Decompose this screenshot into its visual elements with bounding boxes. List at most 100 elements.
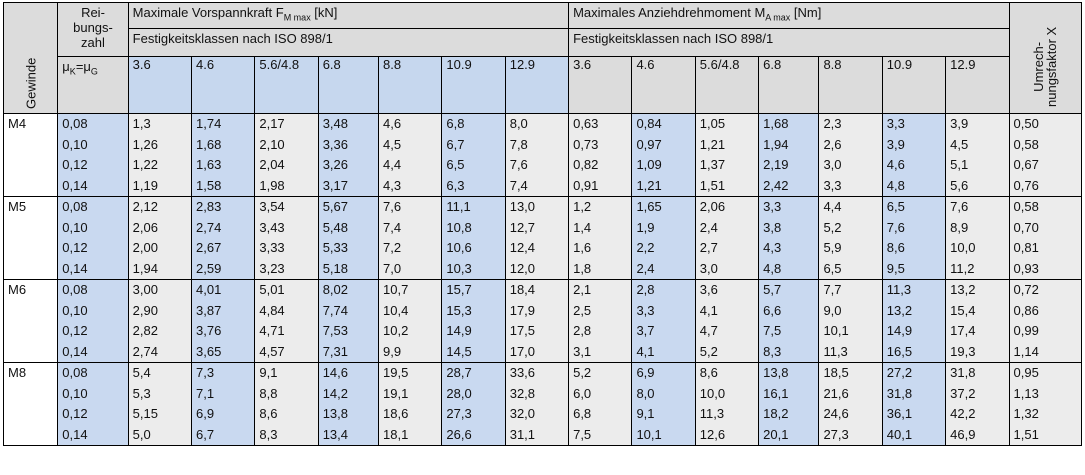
cell-value: 2,4 bbox=[636, 260, 655, 276]
cell-value: 5,2 bbox=[699, 343, 718, 359]
cell-value: 16,5 bbox=[886, 343, 913, 359]
force-values: 2,17 2,10 2,04 1,98 bbox=[254, 113, 319, 197]
friction-values: 0,08 0,10 0,12 0,14 bbox=[57, 279, 129, 363]
cell-value: 7,74 bbox=[322, 302, 349, 318]
cell-value: 0,08 bbox=[62, 282, 88, 297]
thread-size: M6 bbox=[2, 279, 59, 363]
cell-value: 10,7 bbox=[383, 282, 409, 297]
cell-value: 1,3 bbox=[132, 116, 151, 131]
torque-class-0: 3.6 bbox=[568, 56, 633, 114]
force-class-3: 6.8 bbox=[317, 56, 380, 114]
cell-value: 0,10 bbox=[62, 136, 88, 152]
cell-value: 7,6 bbox=[950, 199, 969, 214]
torque-values: 13,8 16,1 18,2 20,1 bbox=[758, 362, 820, 446]
cell-value: 0,10 bbox=[62, 302, 88, 318]
force-values: 4,01 3,87 3,76 3,65 bbox=[191, 279, 256, 363]
cell-value: 1,21 bbox=[636, 177, 662, 193]
cell-value: 17,5 bbox=[509, 323, 536, 338]
cell-value: 4,57 bbox=[259, 343, 285, 359]
cell-value: 15,7 bbox=[446, 282, 472, 297]
cell-value: 3,3 bbox=[823, 177, 842, 193]
header-umrechnungsfaktor-label: Umrech- nungsfaktor X bbox=[1031, 26, 1060, 107]
cell-value: 1,14 bbox=[1013, 343, 1039, 359]
cell-value: 1,19 bbox=[132, 177, 158, 193]
cell-value: 10,4 bbox=[383, 302, 409, 318]
torque-values: 3,6 4,1 4,7 5,2 bbox=[694, 279, 760, 363]
cell-value: 12,7 bbox=[509, 219, 536, 235]
table-row: M6 0,08 0,10 0,12 0,14 3,00 2,90 2,82 2,74 4,01 3,… bbox=[2, 279, 1083, 363]
cell-value: 3,9 bbox=[950, 116, 969, 131]
cell-value: 4,84 bbox=[259, 302, 285, 318]
cell-value: 8,6 bbox=[886, 240, 905, 255]
cell-value: 21,6 bbox=[823, 385, 849, 401]
cell-value: 10,2 bbox=[383, 323, 409, 338]
cell-value: 6,7 bbox=[446, 136, 465, 152]
cell-value: 7,5 bbox=[763, 323, 782, 338]
torque-class-1: 4.6 bbox=[631, 56, 696, 114]
cell-value: 3,8 bbox=[763, 219, 782, 235]
force-values: 11,1 10,8 10,6 10,3 bbox=[441, 196, 506, 280]
cell-value: 1,2 bbox=[573, 199, 592, 214]
cell-value: 3,26 bbox=[322, 157, 349, 172]
cell-value: 14,6 bbox=[322, 365, 349, 380]
torque-class-3: 6.8 bbox=[758, 56, 820, 114]
cell-value: 0,12 bbox=[62, 240, 88, 255]
cell-value: 33,6 bbox=[509, 365, 536, 380]
header-festigkeit-right: Festigkeitsklassen nach ISO 898/1 bbox=[568, 28, 1010, 57]
cell-value: 19,5 bbox=[383, 365, 409, 380]
cell-value: 17,9 bbox=[509, 302, 536, 318]
header-umrechnungsfaktor: Umrech- nungsfaktor X bbox=[1008, 2, 1083, 114]
cell-value: 0,97 bbox=[636, 136, 662, 152]
cell-value: 13,0 bbox=[509, 199, 536, 214]
cell-value: 10,3 bbox=[446, 260, 472, 276]
cell-value: 40,1 bbox=[886, 426, 913, 442]
force-class-6: 12.9 bbox=[504, 56, 570, 114]
cell-value: 0,70 bbox=[1013, 219, 1039, 235]
cell-value: 2,10 bbox=[259, 136, 285, 152]
cell-value: 2,42 bbox=[763, 177, 789, 193]
cell-value: 26,6 bbox=[446, 426, 472, 442]
cell-value: 42,2 bbox=[950, 406, 976, 421]
cell-value: 4,1 bbox=[699, 302, 718, 318]
cell-value: 1,74 bbox=[196, 116, 222, 131]
cell-value: 13,4 bbox=[322, 426, 349, 442]
torque-class-2: 5.6/4.8 bbox=[694, 56, 760, 114]
cell-value: 7,2 bbox=[383, 240, 402, 255]
cell-value: 6,0 bbox=[573, 385, 592, 401]
cell-value: 14,9 bbox=[886, 323, 913, 338]
cell-value: 2,90 bbox=[132, 302, 158, 318]
cell-value: 3,36 bbox=[322, 136, 349, 152]
cell-value: 7,7 bbox=[823, 282, 842, 297]
cell-value: 9,9 bbox=[383, 343, 402, 359]
cell-value: 7,4 bbox=[509, 177, 528, 193]
cell-value: 4,3 bbox=[383, 177, 402, 193]
cell-value: 13,8 bbox=[322, 406, 349, 421]
cell-value: 9,0 bbox=[823, 302, 842, 318]
anziehdrehmoment-unit: [Nm] bbox=[790, 5, 822, 20]
cell-value: 46,9 bbox=[950, 426, 976, 442]
cell-value: 6,5 bbox=[446, 157, 465, 172]
cell-value: 3,65 bbox=[196, 343, 222, 359]
anziehdrehmoment-sub: A max bbox=[765, 12, 791, 23]
torque-class-5: 10.9 bbox=[881, 56, 947, 114]
cell-value: 1,22 bbox=[132, 157, 158, 172]
cell-value: 6,6 bbox=[763, 302, 782, 318]
cell-value: 5,6 bbox=[950, 177, 969, 193]
force-values: 1,3 1,26 1,22 1,19 bbox=[127, 113, 193, 197]
cell-value: 3,1 bbox=[573, 343, 592, 359]
cell-value: 12,0 bbox=[509, 260, 536, 276]
torque-values: 5,2 6,0 6,8 7,5 bbox=[568, 362, 633, 446]
force-values: 7,3 7,1 6,9 6,7 bbox=[191, 362, 256, 446]
cell-value: 5,7 bbox=[763, 282, 782, 297]
cell-value: 0,12 bbox=[62, 157, 88, 172]
cell-value: 1,32 bbox=[1013, 406, 1039, 421]
cell-value: 2,19 bbox=[763, 157, 789, 172]
cell-value: 0,99 bbox=[1013, 323, 1039, 338]
cell-value: 18,5 bbox=[823, 365, 849, 380]
force-values: 28,7 28,0 27,3 26,6 bbox=[441, 362, 506, 446]
torque-values: 7,7 9,0 10,1 11,3 bbox=[818, 279, 883, 363]
cell-value: 16,1 bbox=[763, 385, 789, 401]
cell-value: 6,5 bbox=[886, 199, 905, 214]
cell-value: 1,63 bbox=[196, 157, 222, 172]
cell-value: 18,4 bbox=[509, 282, 536, 297]
